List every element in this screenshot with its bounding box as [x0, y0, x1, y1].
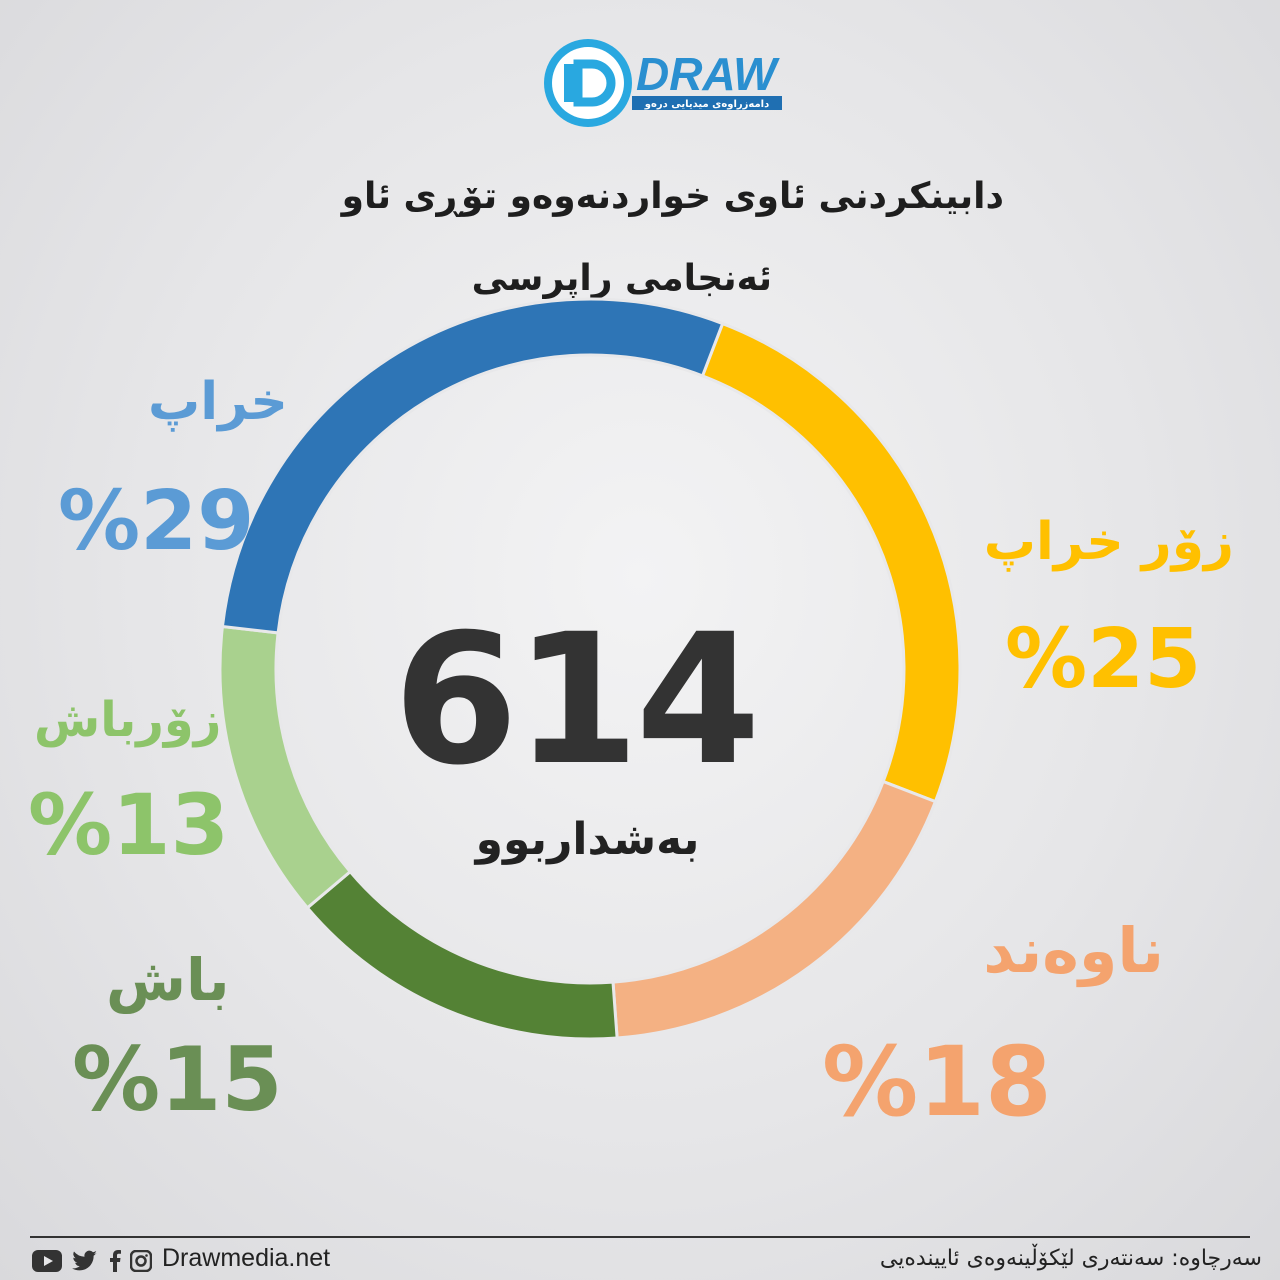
footer: Drawmedia.net سەرچاوە: سەنتەری لێکۆڵینەو… [0, 1242, 1280, 1280]
label-very-good-name: زۆرباش [34, 692, 222, 748]
label-very-bad-pct: %25 [1005, 612, 1202, 707]
label-very-bad-name: زۆر خراپ [983, 512, 1234, 572]
label-good-pct: %15 [72, 1028, 283, 1131]
total-participants: 614 [393, 596, 761, 805]
logo-tagline: دامەزراوەی میدیایی درەو [644, 99, 769, 110]
source-credit: سەرچاوە: سەنتەری لێکۆڵینەوەی ئاییندەیی [879, 1246, 1262, 1271]
label-bad-pct: %29 [58, 474, 255, 569]
footer-divider [30, 1236, 1250, 1238]
label-average-name: ناوەند [983, 914, 1164, 987]
participants-label: بەشداربوو [475, 814, 700, 865]
twitter-icon[interactable] [72, 1250, 98, 1272]
facebook-icon[interactable] [108, 1250, 122, 1272]
chart-title: دابینکردنی ئاوی خواردنەوەو تۆڕی ئاو [341, 176, 1004, 217]
instagram-icon[interactable] [130, 1250, 152, 1272]
draw-logo: DRAW دامەزراوەی میدیایی درەو [544, 39, 782, 127]
label-average-pct: %18 [822, 1026, 1052, 1138]
chart-subtitle: ئەنجامی راپرسی [471, 258, 772, 299]
label-bad-name: خراپ [148, 372, 288, 432]
youtube-icon[interactable] [32, 1250, 62, 1272]
logo-brand: DRAW [636, 48, 780, 100]
label-good-name: باش [106, 946, 230, 1014]
donut-slice-3 [305, 869, 619, 1041]
label-very-good-pct: %13 [28, 776, 230, 874]
donut-slice-5 [220, 297, 725, 635]
website-link[interactable]: Drawmedia.net [162, 1244, 331, 1272]
